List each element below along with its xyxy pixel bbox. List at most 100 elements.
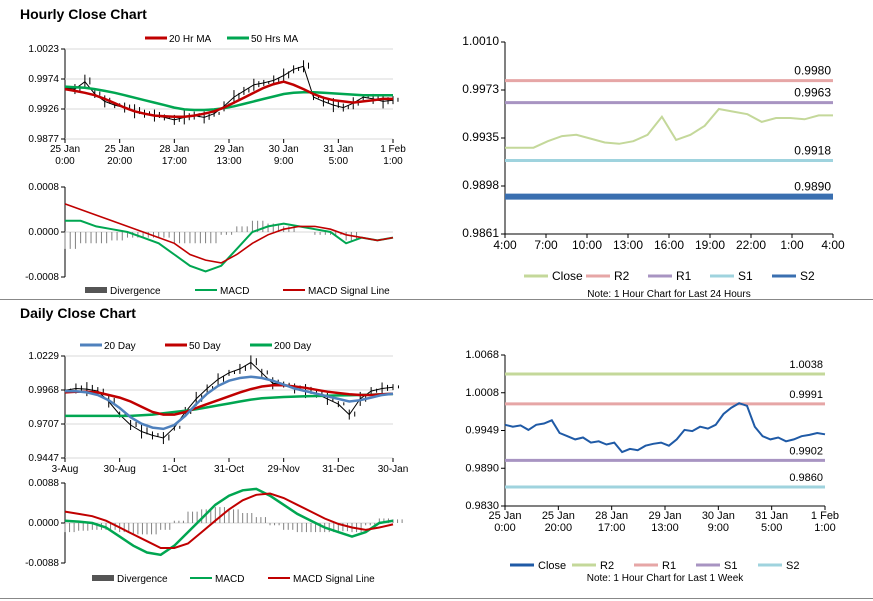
y-tick-label: 1.0008 <box>465 387 499 399</box>
chart-note: Note: 1 Hour Chart for Last 24 Hours <box>587 289 750 300</box>
close-line <box>504 402 826 454</box>
macd-line <box>65 219 394 273</box>
x-tick-label: 19:00 <box>695 238 725 252</box>
legend-label-macd: MACD <box>215 574 244 585</box>
x-tick-label: 7:00 <box>534 238 558 252</box>
x-tick-label: 16:00 <box>654 238 684 252</box>
legend-label-50hrs-ma: 50 Hrs MA <box>251 34 299 45</box>
x-tick-label: 25 Jan <box>488 510 521 522</box>
x-tick-label: 4:00 <box>493 238 517 252</box>
bottom-divider <box>0 598 873 599</box>
x-tick-label: 29-Nov <box>268 464 300 475</box>
y-tick-label: 0.9861 <box>462 226 499 240</box>
legend-label-macd: MACD <box>220 286 249 297</box>
legend-label-macd-signal: MACD Signal Line <box>293 574 375 585</box>
x-tick-label: 3-Aug <box>52 464 79 475</box>
y-tick-label: 0.9898 <box>462 178 499 192</box>
x-tick-label: 1 Feb <box>380 144 406 155</box>
y-tick-label: 1.0229 <box>28 351 59 362</box>
y-tick-label: 0.9926 <box>28 104 59 115</box>
legend-label-r2: R2 <box>614 269 630 283</box>
x-tick-label: 9:00 <box>708 522 729 534</box>
legend-label-close: Close <box>538 560 566 572</box>
x-tick-label: 20:00 <box>107 156 132 167</box>
x-tick-label: 28 Jan <box>595 510 628 522</box>
y-tick-label: 0.0088 <box>28 478 59 489</box>
day200-line <box>65 392 394 418</box>
y-tick-label: 0.9707 <box>28 419 59 430</box>
x-tick-label: 25 Jan <box>542 510 575 522</box>
legend-label-s2: S2 <box>786 560 799 572</box>
section-divider <box>0 299 873 300</box>
level-label-s1: 0.9902 <box>789 445 823 457</box>
close-line <box>505 107 833 149</box>
day20-line <box>64 375 394 431</box>
macd-signal-line <box>64 492 394 549</box>
x-tick-label: 31-Oct <box>214 464 244 475</box>
x-tick-label: 31-Dec <box>322 464 354 475</box>
x-tick-label: 13:00 <box>651 522 679 534</box>
y-tick-label: 0.0008 <box>28 182 59 193</box>
y-tick-label: -0.0088 <box>25 558 59 569</box>
x-tick-label: 1 Feb <box>811 510 839 522</box>
hourly-section-title: Hourly Close Chart <box>20 6 147 22</box>
macd-signal-line <box>64 203 394 264</box>
y-tick-label: 0.0000 <box>28 518 59 529</box>
y-tick-label: 1.0023 <box>28 44 59 55</box>
legend-swatch-divergence <box>92 575 114 581</box>
x-tick-label: 0:00 <box>494 522 515 534</box>
x-tick-label: 9:00 <box>274 156 294 167</box>
y-tick-label: -0.0008 <box>25 272 59 283</box>
y-tick-label: 1.0010 <box>462 34 499 48</box>
level-label-r2: 1.0038 <box>789 359 823 371</box>
y-tick-label: 0.9447 <box>28 453 59 464</box>
x-tick-label: 1-Oct <box>162 464 187 475</box>
legend-label-s1: S1 <box>738 269 753 283</box>
level-label-s1: 0.9918 <box>794 144 831 158</box>
legend-label-divergence: Divergence <box>117 574 168 585</box>
y-tick-label: 0.9877 <box>28 134 59 145</box>
legend-label-divergence: Divergence <box>110 286 161 297</box>
x-tick-label: 30 Jan <box>702 510 735 522</box>
macd-line <box>64 487 394 557</box>
x-tick-label: 4:00 <box>821 238 845 252</box>
legend-swatch-divergence <box>85 287 107 293</box>
x-tick-label: 17:00 <box>598 522 626 534</box>
x-tick-label: 17:00 <box>162 156 187 167</box>
ma20-line <box>64 80 393 119</box>
daily-section-title: Daily Close Chart <box>20 305 136 321</box>
x-tick-label: 13:00 <box>613 238 643 252</box>
x-tick-label: 10:00 <box>572 238 602 252</box>
y-tick-label: 0.9949 <box>465 425 499 437</box>
legend-label-200-day: 200 Day <box>274 341 311 352</box>
x-tick-label: 1:00 <box>814 522 835 534</box>
x-tick-label: 25 Jan <box>105 144 135 155</box>
level-label-r1: 0.9991 <box>789 389 823 401</box>
y-tick-label: 0.9974 <box>28 74 59 85</box>
x-tick-label: 30-Aug <box>104 464 136 475</box>
level-label-r1: 0.9963 <box>794 86 831 100</box>
day50-line <box>64 383 394 416</box>
y-tick-label: 0.9935 <box>462 130 499 144</box>
x-tick-label: 5:00 <box>329 156 349 167</box>
x-tick-label: 30-Jan <box>378 464 409 475</box>
x-tick-label: 30 Jan <box>269 144 299 155</box>
x-tick-label: 31 Jan <box>323 144 353 155</box>
x-tick-label: 28 Jan <box>159 144 189 155</box>
x-tick-label: 13:00 <box>216 156 241 167</box>
ma50-line <box>64 85 393 112</box>
legend-label-s1: S1 <box>724 560 737 572</box>
x-tick-label: 5:00 <box>761 522 782 534</box>
legend-label-20hr-ma: 20 Hr MA <box>169 34 212 45</box>
x-tick-label: 22:00 <box>736 238 766 252</box>
y-tick-label: 0.9890 <box>465 462 499 474</box>
level-label-r2: 0.9980 <box>794 64 831 78</box>
y-tick-label: 0.9973 <box>462 82 499 96</box>
x-tick-label: 1:00 <box>383 156 403 167</box>
y-tick-label: 0.9968 <box>28 385 59 396</box>
legend-label-50-day: 50 Day <box>189 341 221 352</box>
legend-label-r1: R1 <box>662 560 676 572</box>
legend-label-macd-signal: MACD Signal Line <box>308 286 390 297</box>
y-tick-label: 1.0068 <box>465 349 499 361</box>
